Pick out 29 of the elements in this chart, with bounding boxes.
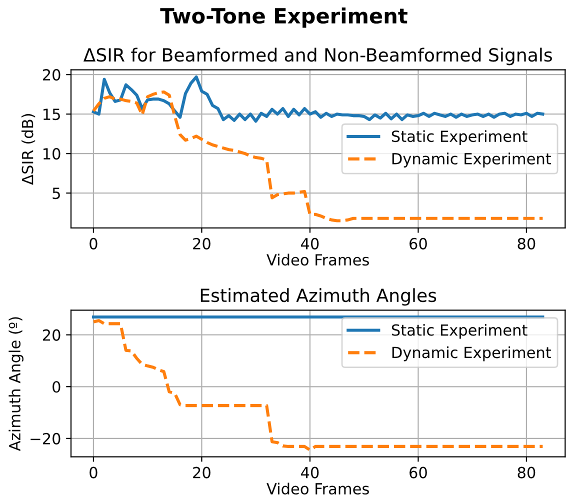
y-tick-label: 10: [44, 148, 60, 160]
y-tick-label: 20: [42, 69, 60, 81]
line-series: [92, 75, 544, 123]
x-tick-label: 60: [410, 238, 427, 250]
y-axis-title: Azimuth Angle (º): [8, 317, 24, 452]
x-tick-label: 40: [300, 238, 319, 250]
x-tick-label: 0: [90, 466, 98, 478]
x-axis-title: Video Frames: [266, 482, 369, 495]
x-tick-label: 40: [300, 466, 319, 478]
x-tick-label: 60: [410, 466, 427, 478]
legend-label: Static Experiment: [392, 130, 528, 146]
x-tick-label: 80: [518, 466, 536, 478]
y-tick-label: 0: [52, 381, 60, 393]
legend-label: Dynamic Experiment: [392, 346, 552, 362]
legend-label: Dynamic Experiment: [392, 152, 552, 168]
chart-title: Estimated Azimuth Angles: [200, 288, 436, 306]
y-tick-label: 15: [44, 108, 60, 120]
x-tick-label: 0: [90, 238, 98, 250]
x-axis-title: Video Frames: [266, 254, 369, 266]
y-tick-label: −20: [30, 432, 60, 444]
y-axis-title: ΔSIR (dB): [21, 114, 36, 185]
x-tick-label: 20: [193, 466, 210, 478]
legend-label: Static Experiment: [392, 324, 528, 339]
text: Two-Tone Experiment: [160, 8, 408, 28]
chart-title: ΔSIR for Beamformed and Non-Beamformed Signals: [83, 48, 552, 66]
x-tick-label: 20: [193, 238, 210, 250]
y-tick-label: 20: [42, 329, 60, 341]
y-tick-label: 5: [52, 188, 60, 200]
x-tick-label: 80: [518, 238, 536, 250]
